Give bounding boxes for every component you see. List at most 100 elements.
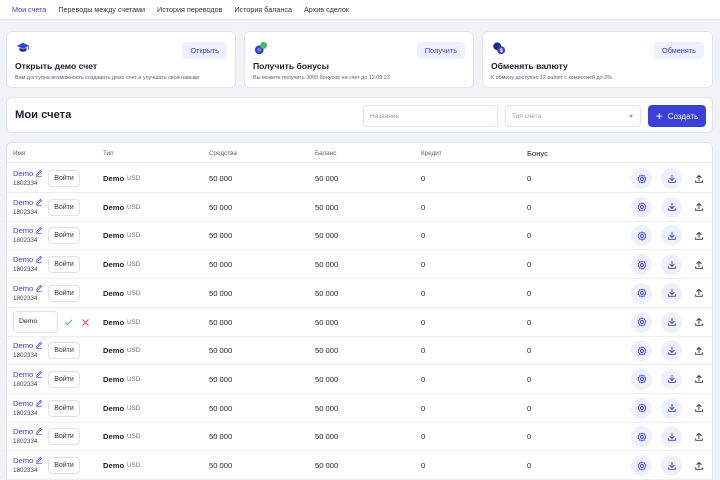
account-balance: 50 000 bbox=[315, 317, 339, 327]
account-balance: 50 000 bbox=[315, 461, 339, 470]
edit-name-icon[interactable] bbox=[35, 341, 43, 349]
login-button[interactable]: Войти bbox=[48, 256, 80, 274]
account-balance: 50 000 bbox=[315, 202, 339, 212]
account-name-link[interactable]: Demo bbox=[13, 197, 34, 207]
table-row: Demo 1802334 Войти Demo USD 50 000 50 000 0 0 bbox=[7, 250, 712, 280]
table-row: Demo 1802334 Войти Demo USD 50 000 50 000 0 0 bbox=[7, 365, 712, 394]
account-funds: 50 000 bbox=[209, 202, 233, 212]
account-name-input[interactable] bbox=[13, 310, 58, 333]
settings-gear-icon[interactable] bbox=[631, 426, 652, 448]
account-name-link[interactable]: Demo bbox=[13, 255, 34, 265]
settings-gear-icon[interactable] bbox=[631, 311, 652, 333]
account-name-link[interactable]: Demo bbox=[13, 427, 34, 437]
settings-gear-icon[interactable] bbox=[631, 340, 652, 362]
withdraw-upload-icon[interactable] bbox=[688, 283, 709, 304]
withdraw-upload-icon[interactable] bbox=[688, 398, 709, 419]
deposit-download-icon[interactable] bbox=[661, 282, 682, 304]
exchange-button[interactable]: Обменять bbox=[654, 42, 704, 59]
card-description: К обмену доступно 12 валют с комиссией д… bbox=[491, 75, 612, 81]
create-account-button[interactable]: + Создать bbox=[648, 105, 706, 127]
account-credit: 0 bbox=[421, 231, 426, 241]
deposit-download-icon[interactable] bbox=[661, 455, 682, 476]
settings-gear-icon[interactable] bbox=[631, 397, 652, 419]
deposit-download-icon[interactable] bbox=[661, 254, 682, 276]
withdraw-upload-icon[interactable] bbox=[688, 312, 709, 333]
account-number: 1802334 bbox=[13, 409, 38, 417]
login-button[interactable]: Войти bbox=[48, 457, 80, 474]
deposit-download-icon[interactable] bbox=[661, 368, 682, 390]
account-type: Demo bbox=[103, 432, 125, 442]
account-name-link[interactable]: Demo bbox=[13, 341, 34, 351]
table-row: Demo 1802334 Войти Demo USD 50 000 50 000 0 0 bbox=[7, 451, 712, 480]
login-button[interactable]: Войти bbox=[48, 227, 80, 245]
cancel-close-icon[interactable] bbox=[81, 318, 90, 327]
currency-exchange-icon: $ bbox=[493, 42, 506, 54]
settings-gear-icon[interactable] bbox=[631, 196, 652, 218]
settings-gear-icon[interactable] bbox=[631, 282, 652, 304]
withdraw-upload-icon[interactable] bbox=[688, 455, 709, 476]
withdraw-upload-icon[interactable] bbox=[688, 254, 709, 275]
account-funds: 50 000 bbox=[209, 174, 233, 183]
get-bonus-button[interactable]: Получить bbox=[416, 42, 465, 59]
deposit-download-icon[interactable] bbox=[661, 311, 682, 333]
exchange-card: $ Обменять валюту К обмену доступно 12 в… bbox=[482, 31, 713, 88]
name-filter-input[interactable] bbox=[363, 105, 498, 127]
deposit-download-icon[interactable] bbox=[661, 196, 682, 218]
account-currency: USD bbox=[127, 404, 141, 412]
login-button[interactable]: Войти bbox=[48, 170, 80, 187]
account-name-link[interactable]: Demo bbox=[13, 398, 34, 408]
deposit-download-icon[interactable] bbox=[661, 225, 682, 247]
withdraw-upload-icon[interactable] bbox=[688, 426, 709, 447]
account-number: 1802334 bbox=[13, 237, 38, 245]
account-name-link[interactable]: Demo bbox=[13, 283, 34, 293]
deposit-download-icon[interactable] bbox=[661, 168, 682, 189]
edit-name-icon[interactable] bbox=[35, 255, 43, 263]
tab-transfer-history[interactable]: История переводов bbox=[157, 5, 223, 14]
plus-icon: + bbox=[655, 109, 663, 123]
deposit-download-icon[interactable] bbox=[661, 397, 682, 419]
account-name-link[interactable]: Demo bbox=[13, 456, 34, 465]
settings-gear-icon[interactable] bbox=[631, 168, 652, 189]
edit-name-icon[interactable] bbox=[35, 456, 43, 464]
account-bonus: 0 bbox=[527, 202, 532, 212]
withdraw-upload-icon[interactable] bbox=[688, 369, 709, 390]
account-name-link[interactable]: Demo bbox=[13, 369, 34, 379]
confirm-check-icon[interactable] bbox=[64, 318, 73, 327]
account-name-link[interactable]: Demo bbox=[13, 169, 34, 178]
deposit-download-icon[interactable] bbox=[661, 340, 682, 362]
page-title: Мои счета bbox=[15, 109, 72, 121]
tab-balance-history[interactable]: История баланса bbox=[234, 5, 292, 14]
account-type: Demo bbox=[103, 231, 125, 241]
login-button[interactable]: Войти bbox=[48, 428, 80, 446]
edit-name-icon[interactable] bbox=[35, 284, 43, 292]
login-button[interactable]: Войти bbox=[48, 342, 80, 360]
tab-transfers[interactable]: Переводы между счетами bbox=[58, 5, 146, 14]
tab-deals-archive[interactable]: Архив сделок bbox=[303, 5, 350, 14]
withdraw-upload-icon[interactable] bbox=[688, 225, 709, 246]
login-button[interactable]: Войти bbox=[48, 370, 80, 388]
settings-gear-icon[interactable] bbox=[631, 225, 652, 247]
edit-name-icon[interactable] bbox=[35, 399, 43, 407]
withdraw-upload-icon[interactable] bbox=[688, 197, 709, 218]
tab-my-accounts[interactable]: Мои счета bbox=[12, 5, 47, 14]
settings-gear-icon[interactable] bbox=[631, 455, 652, 476]
edit-name-icon[interactable] bbox=[35, 226, 43, 235]
withdraw-upload-icon[interactable] bbox=[688, 168, 709, 189]
login-button[interactable]: Войти bbox=[48, 284, 80, 302]
account-name-link[interactable]: Demo bbox=[13, 226, 34, 236]
deposit-download-icon[interactable] bbox=[661, 426, 682, 448]
edit-name-icon[interactable] bbox=[35, 427, 43, 435]
withdraw-upload-icon[interactable] bbox=[688, 340, 709, 361]
login-button[interactable]: Войти bbox=[48, 399, 80, 417]
open-demo-button[interactable]: Открыть bbox=[182, 42, 227, 59]
settings-gear-icon[interactable] bbox=[631, 368, 652, 390]
edit-name-icon[interactable] bbox=[35, 370, 43, 378]
login-button[interactable]: Войти bbox=[48, 198, 80, 216]
settings-gear-icon[interactable] bbox=[631, 254, 652, 276]
edit-name-icon[interactable] bbox=[35, 169, 43, 177]
account-balance: 50 000 bbox=[315, 432, 339, 442]
account-type-select[interactable]: Тип счета bbox=[505, 105, 641, 127]
account-currency: USD bbox=[127, 289, 141, 297]
edit-name-icon[interactable] bbox=[35, 198, 43, 206]
